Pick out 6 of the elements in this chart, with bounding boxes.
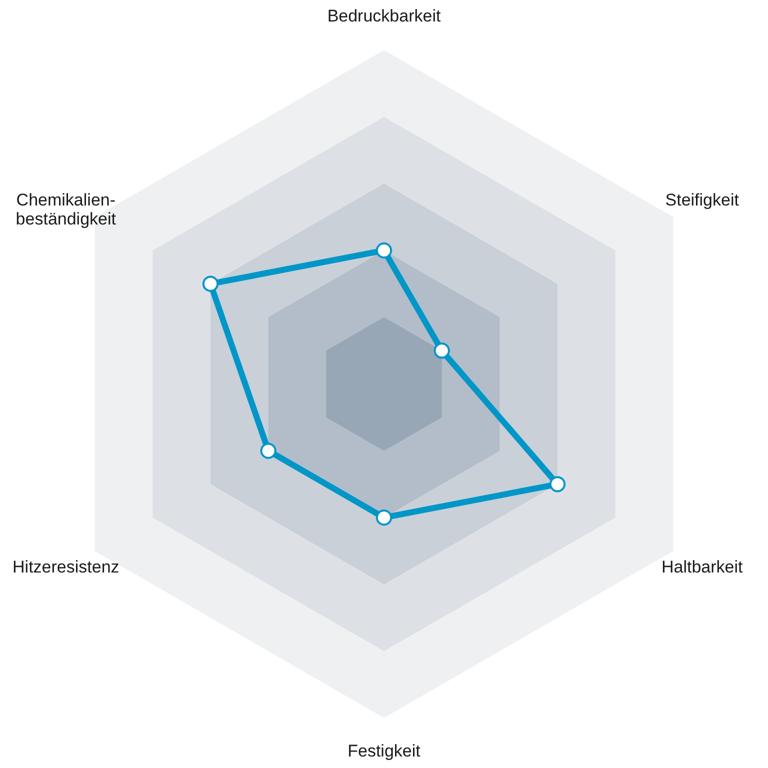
spoke-label: Haltbarkeit xyxy=(661,558,743,577)
spoke-label: Chemikalien- beständigkeit xyxy=(16,190,116,228)
spoke-label: Hitzeresistenz xyxy=(12,558,120,577)
spoke-label: Bedruckbarkeit xyxy=(327,6,441,26)
spoke-label: Steifigkeit xyxy=(665,190,740,210)
spoke-label: Festigkeit xyxy=(348,741,421,760)
